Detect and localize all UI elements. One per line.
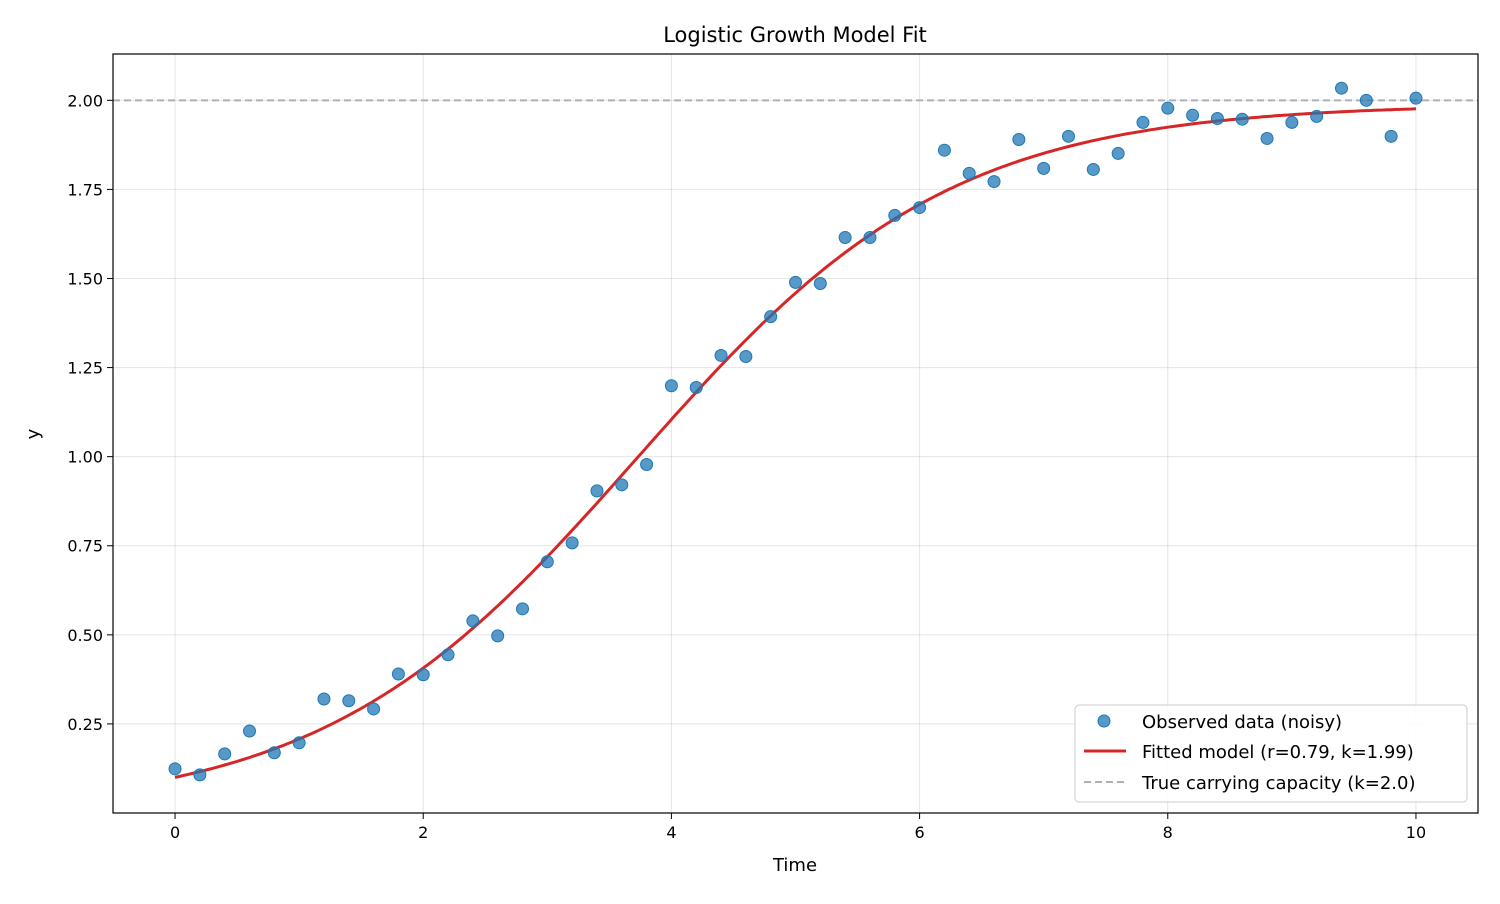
y-tick-label: 0.25 [67, 715, 103, 734]
data-point [267, 746, 281, 760]
x-tick-label: 2 [418, 823, 428, 842]
y-tick-label: 1.25 [67, 359, 103, 378]
data-point [491, 629, 505, 643]
data-point [292, 736, 306, 750]
legend-box [1074, 704, 1468, 803]
data-point [789, 275, 802, 289]
data-point [1359, 93, 1373, 107]
data-point [1161, 101, 1175, 115]
data-point [714, 348, 728, 362]
data-point [243, 724, 256, 738]
y-tick-label: 0.75 [67, 537, 103, 556]
data-point [1062, 129, 1075, 143]
data-point [168, 762, 182, 776]
plot-frame [112, 53, 1479, 814]
x-tick-label: 6 [914, 823, 924, 842]
data-point [1285, 115, 1299, 129]
data-point [342, 694, 356, 708]
data-point [1086, 162, 1100, 176]
legend-marker-observed [1097, 714, 1111, 728]
data-point [1235, 112, 1249, 126]
y-tick-label: 2.00 [67, 91, 103, 110]
data-point [1111, 146, 1125, 160]
data-point [1335, 81, 1348, 95]
data-point [540, 555, 554, 569]
x-tick-label: 10 [1406, 823, 1426, 842]
data-point [565, 536, 579, 550]
data-point [664, 379, 678, 393]
data-point [1260, 131, 1274, 145]
data-point [913, 201, 927, 215]
data-point [391, 667, 405, 681]
y-tick-label: 1.75 [67, 180, 103, 199]
x-tick-label: 8 [1163, 823, 1173, 842]
x-tick-label: 0 [170, 823, 180, 842]
data-point [838, 231, 852, 245]
data-point [1037, 161, 1051, 175]
y-tick-label: 1.50 [67, 269, 103, 288]
data-point [863, 231, 877, 245]
data-point [317, 692, 331, 706]
legend-label-capacity: True carrying capacity (k=2.0) [1141, 773, 1415, 794]
data-point [1384, 129, 1398, 143]
data-point [739, 350, 753, 364]
data-point [813, 276, 827, 290]
data-point [1210, 111, 1224, 125]
data-point [218, 747, 232, 761]
data-point [416, 668, 430, 682]
x-tick-label: 4 [666, 823, 676, 842]
legend-label-observed: Observed data (noisy) [1142, 712, 1342, 733]
data-point [1136, 115, 1150, 129]
data-point [367, 702, 381, 716]
data-point [516, 602, 529, 616]
data-point [987, 175, 1001, 189]
data-point [1409, 91, 1423, 105]
data-point [937, 143, 951, 157]
x-axis-label: Time [772, 855, 817, 876]
data-point [962, 166, 976, 180]
data-point [466, 614, 480, 628]
y-axis: 0.25 0.50 0.75 1.00 1.25 1.50 1.75 2.00 [67, 91, 113, 734]
data-point [689, 381, 703, 395]
x-axis: 0 2 4 6 8 10 [170, 813, 1426, 842]
data-point [193, 768, 207, 782]
data-point [1310, 109, 1324, 123]
data-point [764, 310, 778, 324]
data-point [1012, 133, 1026, 147]
observed-points [168, 81, 1423, 782]
data-point [590, 484, 604, 498]
legend: Observed data (noisy) Fitted model (r=0.… [1074, 704, 1468, 803]
data-point [441, 648, 455, 662]
y-axis-label: y [23, 428, 44, 439]
y-tick-label: 0.50 [67, 626, 103, 645]
data-point [640, 458, 654, 472]
chart-title: Logistic Growth Model Fit [663, 23, 927, 47]
legend-label-fitted: Fitted model (r=0.79, k=1.99) [1142, 742, 1414, 763]
fitted-curve [174, 107, 1417, 779]
y-tick-label: 1.00 [67, 448, 103, 467]
data-point [888, 208, 902, 222]
data-point [615, 478, 629, 492]
data-point [1186, 108, 1200, 122]
fitted-line [174, 107, 1417, 779]
